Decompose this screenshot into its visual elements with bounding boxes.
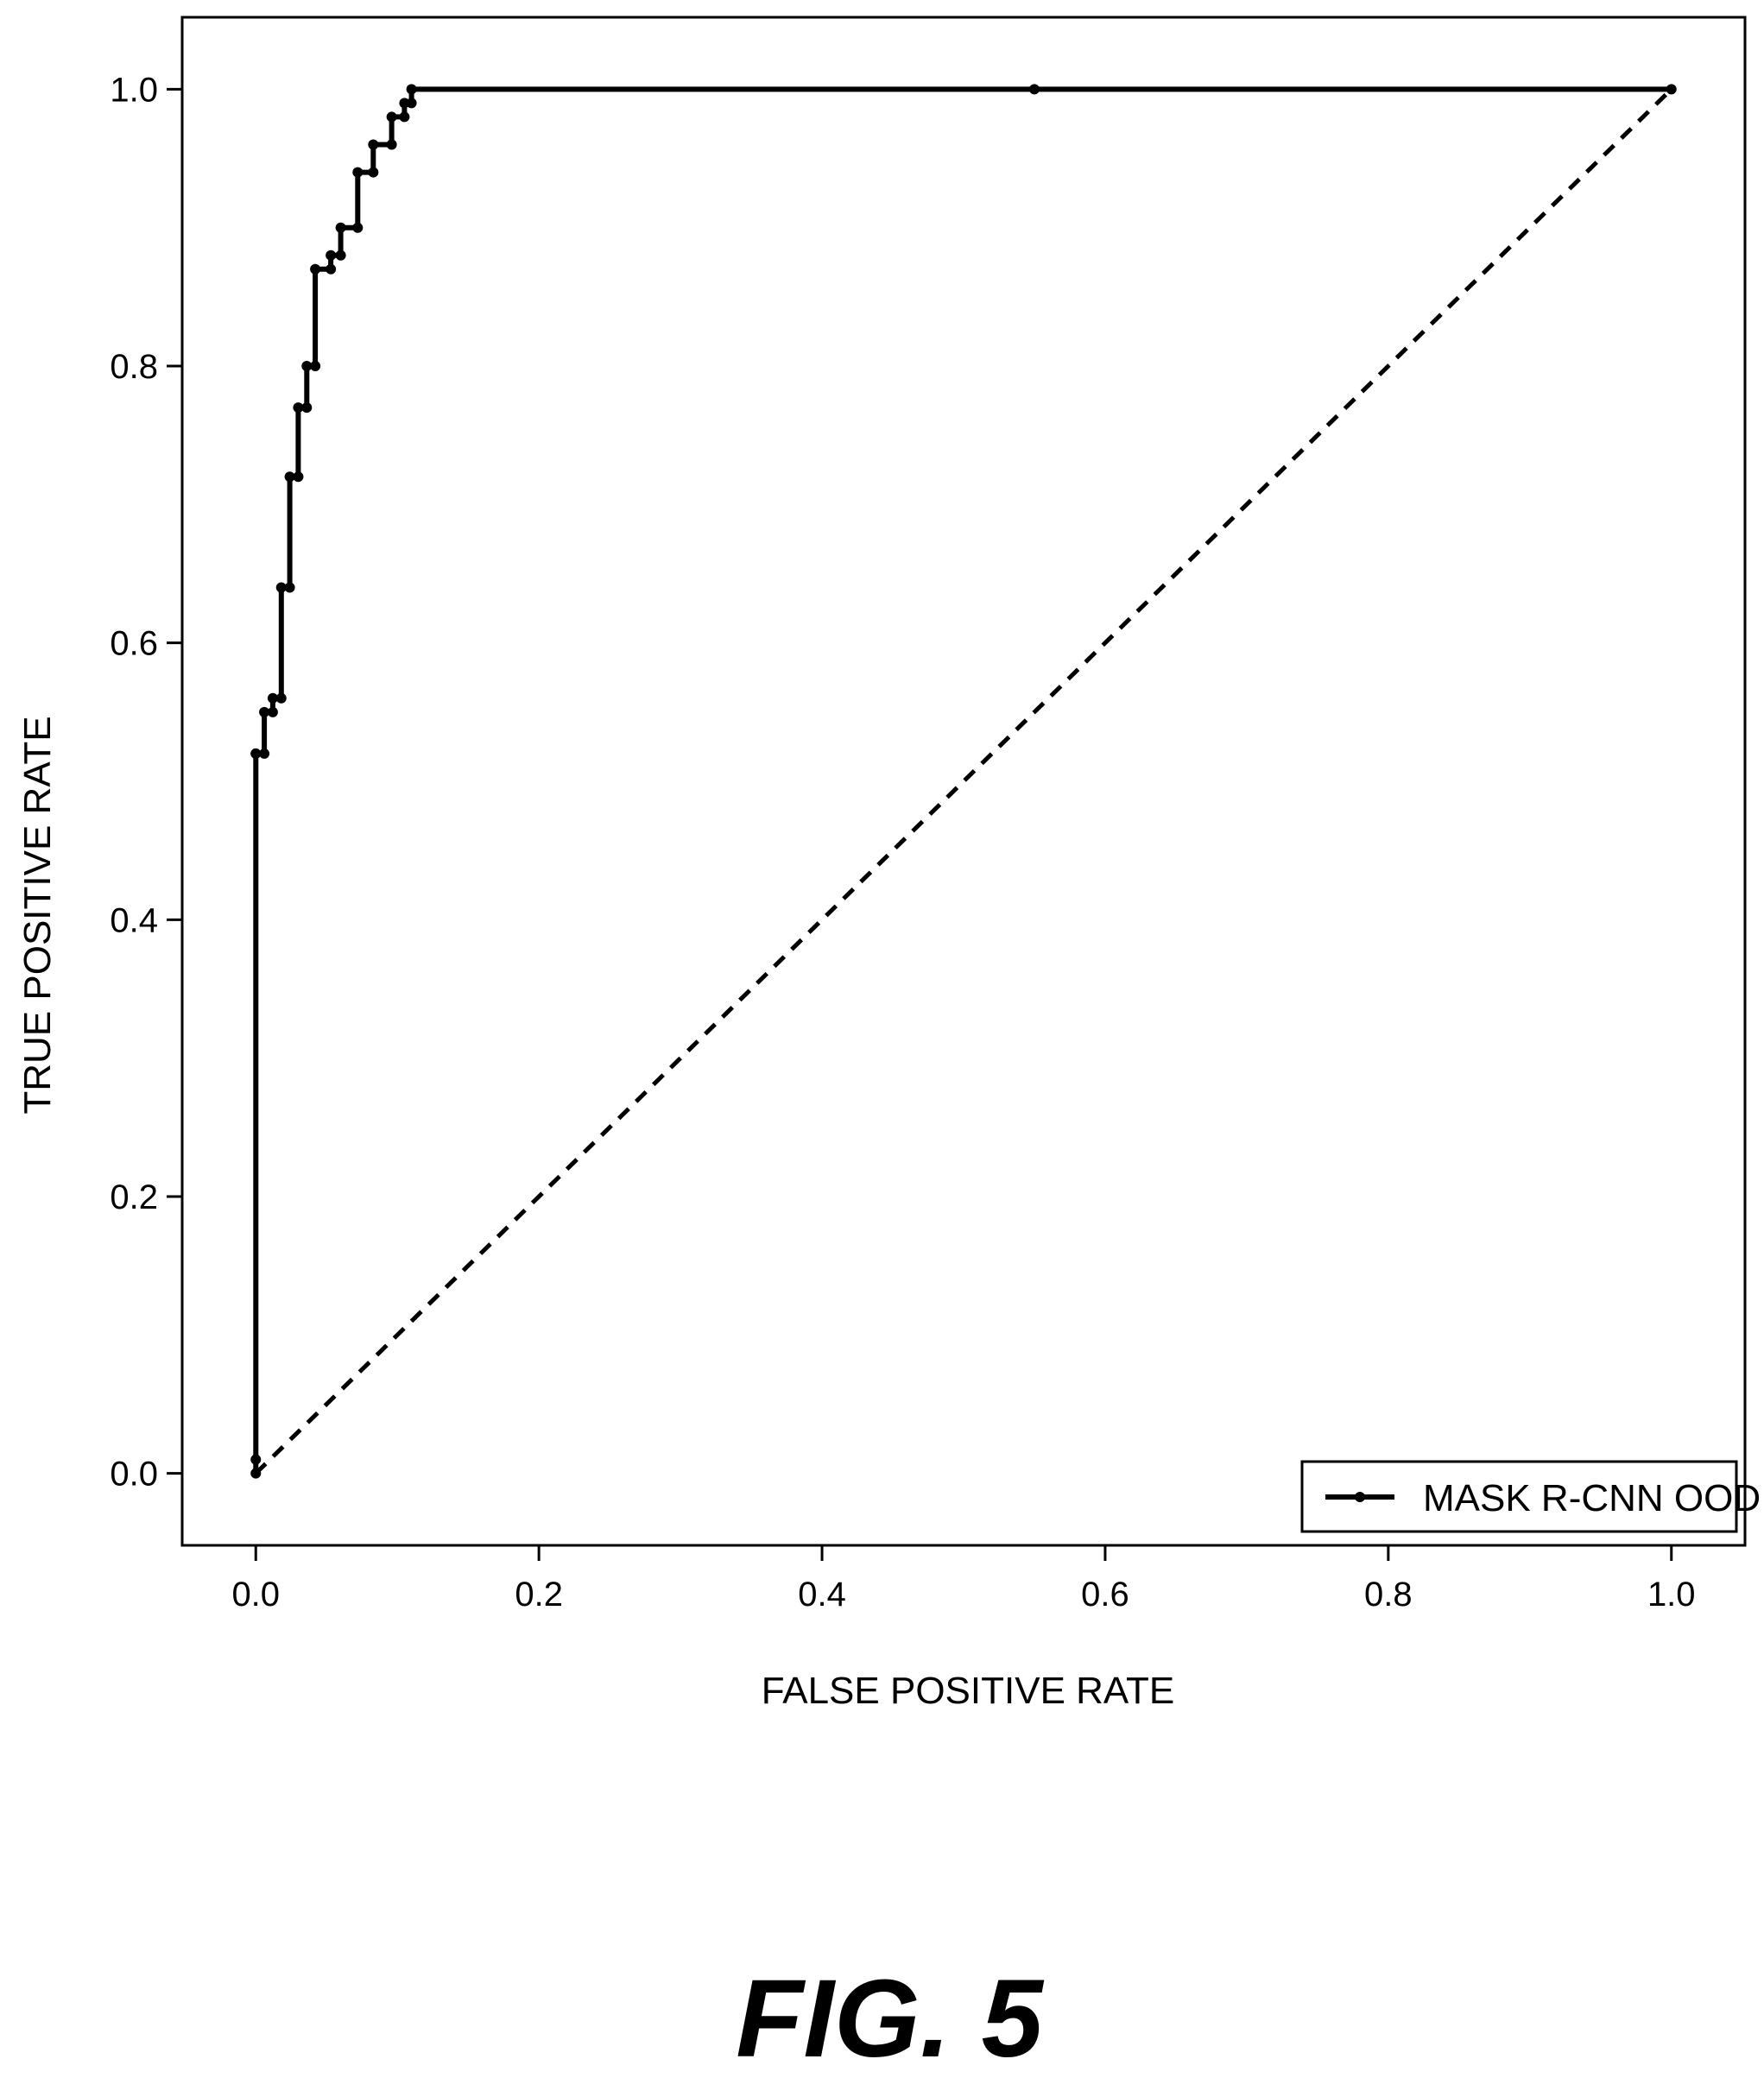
roc-point [1028, 84, 1040, 95]
legend: MASK R-CNN OOD [1300, 1460, 1761, 1533]
chance-diagonal-line [254, 87, 1673, 1475]
roc-point [275, 582, 287, 593]
roc-point [326, 263, 337, 275]
roc-point [406, 84, 417, 95]
roc-point [335, 249, 346, 261]
y-tick-label: 0.0 [110, 1456, 158, 1494]
y-tick-label: 0.8 [110, 348, 158, 386]
roc-point [335, 222, 346, 233]
y-tick-label: 0.4 [110, 901, 158, 939]
x-tick-label: 0.0 [231, 1576, 280, 1614]
y-axis: 0.0 0.2 0.4 0.6 0.8 1.0 [110, 71, 182, 1494]
series-layer [250, 84, 1677, 1479]
roc-point [406, 98, 417, 109]
roc-point [275, 692, 287, 704]
roc-point [399, 98, 410, 109]
roc-point [310, 263, 321, 275]
roc-point [1666, 84, 1677, 95]
roc-point [352, 167, 364, 178]
roc-point [301, 361, 313, 372]
roc-point [250, 1454, 262, 1465]
roc-point [301, 402, 313, 414]
roc-point [352, 222, 364, 233]
figure-caption: FIG. 5 [736, 1957, 1044, 2078]
roc-point [259, 748, 270, 759]
roc-point [259, 706, 270, 717]
legend-label: MASK R-CNN OOD [1423, 1477, 1761, 1519]
roc-point [293, 471, 304, 483]
roc-point [399, 111, 410, 123]
x-tick-label: 0.4 [798, 1576, 846, 1614]
x-tick-label: 0.2 [515, 1576, 563, 1614]
x-tick-label: 0.6 [1081, 1576, 1129, 1614]
y-tick-label: 1.0 [110, 71, 158, 109]
roc-point [326, 249, 337, 261]
y-axis-label: TRUE POSITIVE RATE [16, 716, 59, 1114]
y-tick-label: 0.6 [110, 625, 158, 663]
roc-point [368, 167, 379, 178]
roc-point [267, 692, 278, 704]
roc-point [386, 111, 397, 123]
legend-marker-sample [1355, 1492, 1365, 1502]
y-tick-label: 0.2 [110, 1178, 158, 1216]
roc-point [250, 748, 262, 759]
x-tick-label: 0.8 [1364, 1576, 1413, 1614]
roc-point [310, 361, 321, 372]
plot-frame [180, 16, 1747, 1547]
roc-point [284, 471, 295, 483]
roc-point [386, 139, 397, 150]
x-tick-label: 1.0 [1647, 1576, 1696, 1614]
x-axis-label: FALSE POSITIVE RATE [762, 1670, 1174, 1712]
roc-point [267, 706, 278, 717]
x-axis: 0.0 0.2 0.4 0.6 0.8 1.0 [231, 1545, 1696, 1614]
roc-point [293, 402, 304, 414]
roc-point [284, 582, 295, 593]
roc-point [368, 139, 379, 150]
